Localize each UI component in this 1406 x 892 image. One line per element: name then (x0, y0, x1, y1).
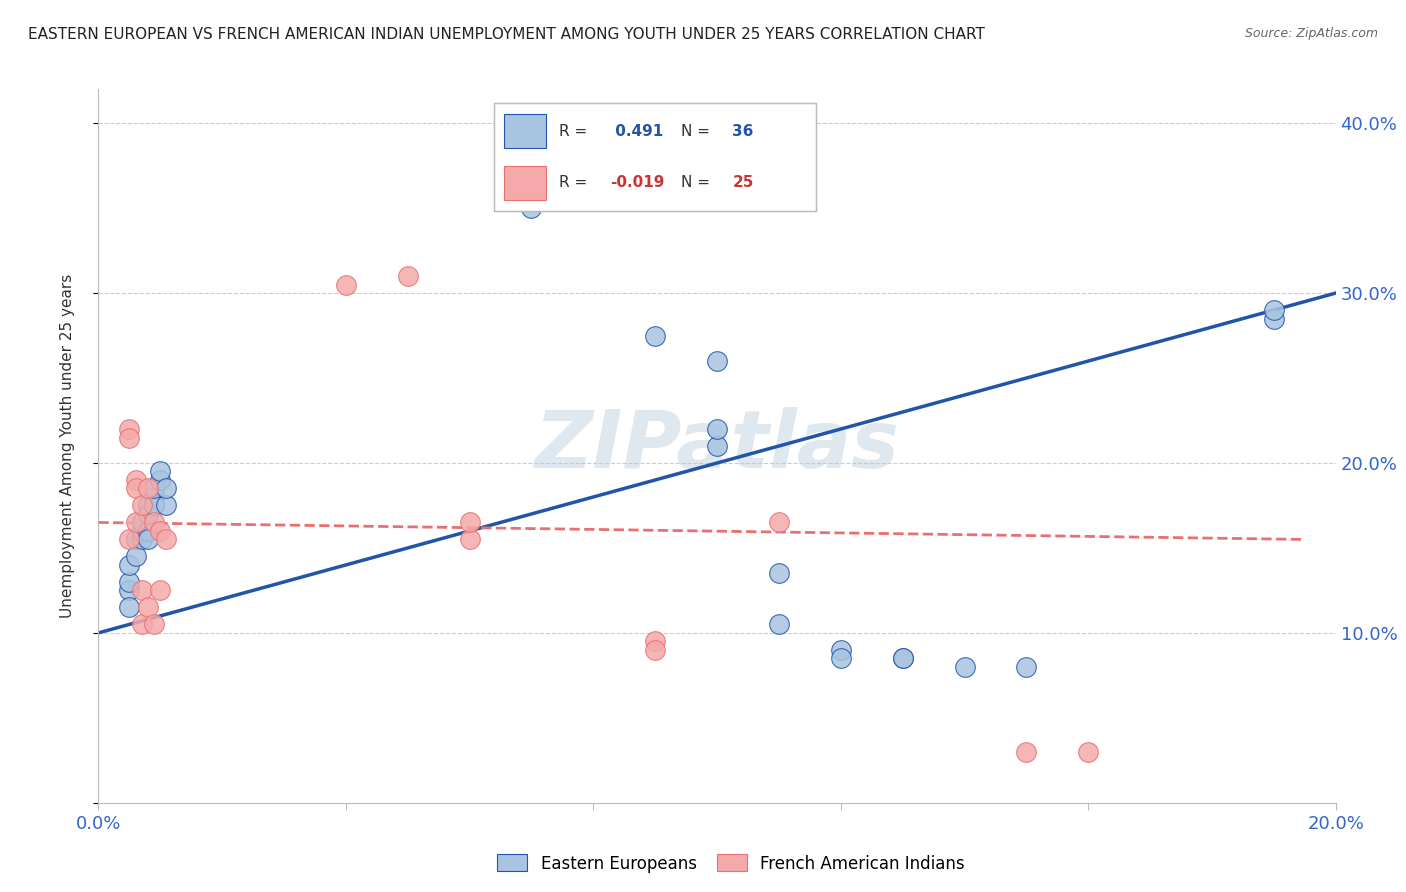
Point (1263, 311, 1285, 326)
Point (143, 617, 166, 632)
Point (124, 482, 146, 496)
Point (118, 422, 141, 436)
Y-axis label: Unemployment Among Youth under 25 years: Unemployment Among Youth under 25 years (60, 274, 75, 618)
Point (124, 516, 146, 530)
Point (149, 473, 172, 487)
Point (1015, 660, 1038, 674)
Point (768, 516, 790, 530)
Text: ZIPatlas: ZIPatlas (534, 407, 900, 485)
Text: Source: ZipAtlas.com: Source: ZipAtlas.com (1244, 27, 1378, 40)
Point (118, 600, 141, 615)
Point (155, 482, 177, 496)
Point (1015, 745, 1038, 759)
Point (143, 482, 166, 496)
Point (335, 277, 357, 292)
Point (644, 643, 666, 657)
Point (891, 651, 914, 665)
Point (136, 600, 159, 615)
Point (155, 533, 177, 547)
Point (136, 499, 159, 513)
Point (143, 499, 166, 513)
Point (118, 533, 141, 547)
Point (124, 533, 146, 547)
Point (155, 499, 177, 513)
Point (520, 201, 543, 215)
Point (131, 499, 153, 513)
Point (149, 583, 172, 598)
Point (1263, 303, 1285, 318)
Point (136, 524, 159, 538)
Point (131, 617, 153, 632)
Point (644, 634, 666, 648)
Point (131, 533, 153, 547)
Point (131, 583, 153, 598)
Point (891, 651, 914, 665)
Point (143, 499, 166, 513)
Point (118, 430, 141, 444)
Point (143, 516, 166, 530)
Point (458, 533, 481, 547)
Point (136, 533, 159, 547)
Point (124, 549, 146, 564)
Point (118, 558, 141, 572)
Point (118, 574, 141, 589)
Point (953, 660, 976, 674)
Point (143, 490, 166, 504)
Point (768, 566, 790, 581)
Point (136, 482, 159, 496)
Point (396, 269, 419, 284)
Point (706, 422, 728, 436)
Point (136, 507, 159, 521)
Point (118, 583, 141, 598)
Point (1077, 745, 1099, 759)
Point (830, 651, 852, 665)
Point (706, 439, 728, 453)
Point (706, 354, 728, 368)
Point (149, 465, 172, 479)
Point (830, 643, 852, 657)
Text: EASTERN EUROPEAN VS FRENCH AMERICAN INDIAN UNEMPLOYMENT AMONG YOUTH UNDER 25 YEA: EASTERN EUROPEAN VS FRENCH AMERICAN INDI… (28, 27, 986, 42)
Point (768, 617, 790, 632)
Point (131, 524, 153, 538)
Point (124, 473, 146, 487)
Point (458, 516, 481, 530)
Point (131, 516, 153, 530)
Point (149, 524, 172, 538)
Legend: Eastern Europeans, French American Indians: Eastern Europeans, French American India… (491, 847, 972, 880)
Point (644, 328, 666, 343)
